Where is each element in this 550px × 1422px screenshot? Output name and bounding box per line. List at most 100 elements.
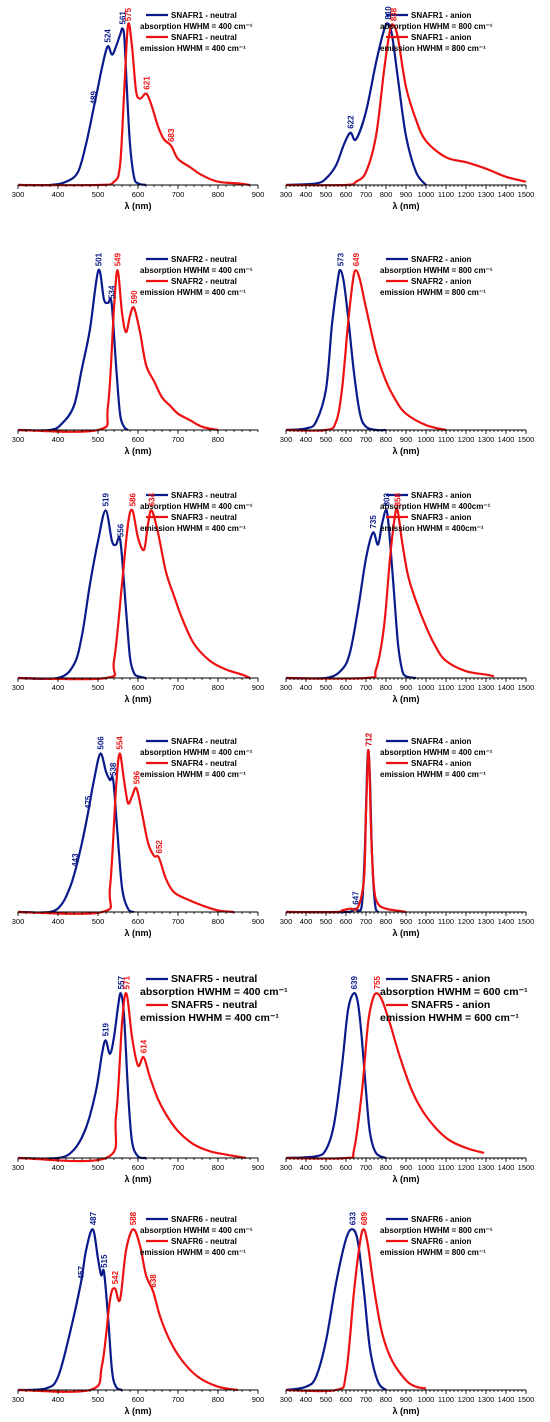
x-tick-label: 300 (280, 190, 293, 199)
x-tick-label: 900 (400, 435, 413, 444)
x-tick-label: 400 (52, 917, 65, 926)
legend-label: absorption HWHM = 400 cm⁻¹ (140, 22, 253, 31)
peak-label: 712 (364, 732, 373, 746)
chart-panel-2: 300 400 500 600 700 800 900 1000 1100 1200 1300 140… (280, 6, 535, 211)
x-tick-label: 500 (320, 1163, 333, 1172)
x-tick-label: 1100 (438, 190, 454, 199)
peak-label: 538 (109, 762, 118, 776)
peak-label: 639 (350, 976, 359, 990)
legend-label: SNAFR4 - anion (411, 737, 472, 746)
x-tick-label: 500 (92, 1395, 105, 1404)
x-tick-label: 1300 (478, 190, 495, 199)
absorption-curve (285, 22, 427, 187)
x-tick-label: 1400 (498, 1395, 515, 1404)
legend-label: absorption HWHM = 800 cm⁻¹ (380, 266, 493, 275)
peak-label: 838 (390, 7, 399, 21)
peak-label: 534 (108, 285, 117, 299)
x-tick-label: 300 (12, 435, 25, 444)
chart-panel-6: 300 400 500 600 700 800 900 1000 1100 1200 1300 140… (280, 491, 535, 704)
legend-label: absorption HWHM = 400 cm⁻¹ (140, 1226, 253, 1235)
emission-curve (17, 269, 219, 433)
x-tick-label: 600 (132, 1163, 145, 1172)
x-tick-label: 600 (340, 1395, 353, 1404)
legend-label: absorption HWHM = 400 cm⁻¹ (140, 266, 253, 275)
legend-label: SNAFR1 - neutral (171, 33, 237, 42)
peak-label: 735 (369, 515, 378, 529)
x-tick-label: 300 (12, 917, 25, 926)
peak-label: 614 (140, 1039, 149, 1053)
peak-label: 803 (383, 493, 392, 507)
x-tick-label: 700 (172, 1163, 185, 1172)
x-tick-label: 1500 (518, 435, 535, 444)
peak-label: 519 (102, 1023, 111, 1037)
legend-label: absorption HWHM = 800 cm⁻¹ (380, 1226, 493, 1235)
x-tick-label: 700 (172, 683, 185, 692)
x-tick-label: 400 (300, 1395, 313, 1404)
emission-curve (285, 23, 527, 187)
legend-label: absorption HWHM = 400 cm⁻¹ (140, 502, 253, 511)
x-tick-label: 900 (252, 1395, 265, 1404)
x-tick-label: 300 (280, 683, 293, 692)
absorption-curve (285, 1228, 387, 1392)
emission-curve (17, 22, 251, 187)
x-tick-label: 300 (12, 190, 25, 199)
legend-label: SNAFR2 - anion (411, 255, 472, 264)
x-tick-label: 900 (252, 917, 265, 926)
emission-curve (17, 1228, 239, 1393)
legend-label: absorption HWHM = 400 cm⁻¹ (140, 748, 253, 757)
x-tick-label: 300 (280, 1163, 293, 1172)
legend-label: SNAFR1 - anion (411, 33, 472, 42)
x-tick-label: 400 (52, 1395, 65, 1404)
x-tick-label: 900 (252, 683, 265, 692)
legend-label: emission HWHM = 400cm⁻¹ (380, 524, 484, 533)
x-tick-label: 800 (212, 1395, 225, 1404)
x-tick-label: 600 (132, 1395, 145, 1404)
legend-label: SNAFR2 - neutral (171, 255, 237, 264)
legend-label: emission HWHM = 400 cm⁻¹ (140, 1012, 279, 1024)
x-tick-label: 800 (212, 683, 225, 692)
legend-label: SNAFR1 - neutral (171, 11, 237, 20)
x-tick-label: 500 (320, 435, 333, 444)
x-tick-label: 500 (92, 1163, 105, 1172)
x-tick-label: 800 (380, 1395, 393, 1404)
peak-label: 649 (352, 252, 361, 266)
x-tick-label: 800 (212, 190, 225, 199)
legend-label: SNAFR5 - anion (411, 999, 490, 1011)
peak-label: 590 (130, 290, 139, 304)
x-tick-label: 700 (172, 1395, 185, 1404)
legend-label: SNAFR5 - anion (411, 973, 490, 985)
legend-label: emission HWHM = 400 cm⁻¹ (380, 770, 486, 779)
emission-curve (17, 752, 235, 915)
legend-label: SNAFR1 - anion (411, 11, 472, 20)
chart-panel-5: 300 400 500 600 700 800 900 λ (nm) SNAFR3 - neut… (12, 491, 265, 704)
x-tick-label: 1300 (478, 683, 495, 692)
emission-curve (285, 506, 495, 680)
x-tick-label: 1400 (498, 1163, 515, 1172)
x-tick-label: 300 (280, 435, 293, 444)
x-tick-label: 800 (212, 917, 225, 926)
x-tick-label: 1100 (438, 683, 454, 692)
absorption-curve (285, 268, 387, 432)
x-tick-label: 1300 (478, 917, 495, 926)
absorption-curve (17, 1228, 123, 1392)
x-tick-label: 800 (380, 683, 393, 692)
x-tick-label: 1100 (438, 917, 454, 926)
x-tick-label: 900 (252, 1163, 265, 1172)
chart-panel-1: 300 400 500 600 700 800 900 λ (nm) SNAFR1 - neut… (12, 7, 265, 211)
x-tick-label: 1300 (478, 1163, 495, 1172)
peak-label: 712 (364, 732, 373, 746)
legend-label: emission HWHM = 400 cm⁻¹ (140, 770, 246, 779)
legend-label: emission HWHM = 800 cm⁻¹ (380, 44, 486, 53)
legend-label: absorption HWHM = 400 cm⁻¹ (380, 748, 493, 757)
x-tick-label: 1000 (418, 435, 435, 444)
x-tick-label: 600 (132, 435, 145, 444)
legend-label: emission HWHM = 800 cm⁻¹ (380, 288, 486, 297)
x-tick-label: 1200 (458, 190, 475, 199)
legend-label: SNAFR5 - neutral (171, 973, 257, 985)
x-tick-label: 300 (280, 1395, 293, 1404)
x-tick-label: 1500 (518, 1395, 535, 1404)
chart-panel-12: 300 400 500 600 700 800 900 1000 1100 1200 1300 140… (280, 1211, 535, 1416)
legend-label: SNAFR6 - neutral (171, 1215, 237, 1224)
x-tick-label: 1300 (478, 1395, 495, 1404)
